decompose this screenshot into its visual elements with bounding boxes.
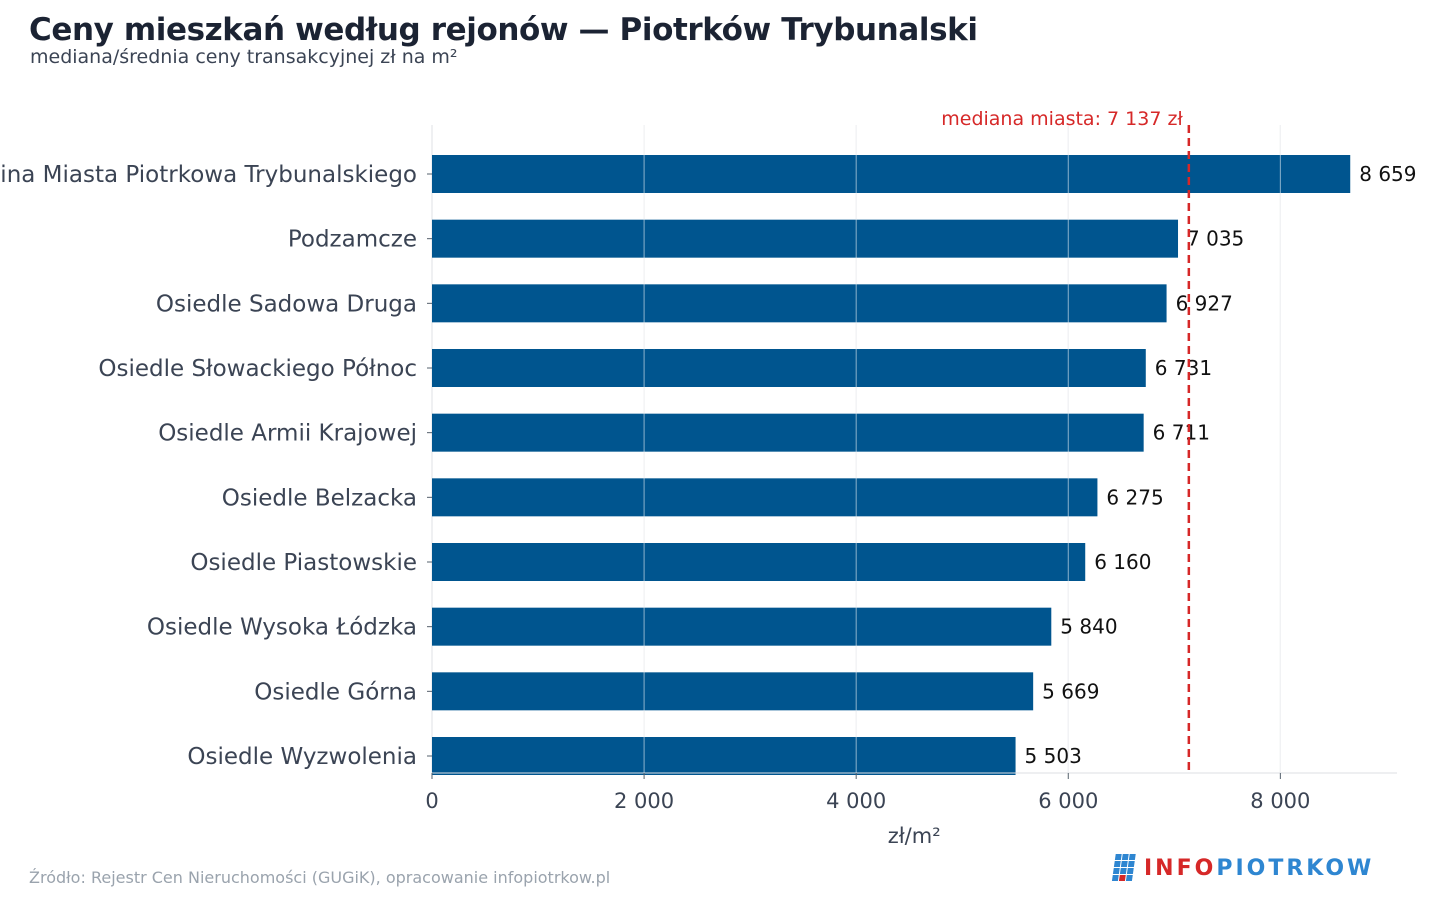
- value-label: 5 840: [1060, 615, 1117, 639]
- labels: Gmina Miasta Piotrkowa Trybunalskiego Pod…: [0, 162, 1417, 770]
- bar: [432, 349, 1146, 387]
- infopiotrkow-logo[interactable]: INFOPIOTRKOW: [1110, 852, 1374, 884]
- bar: [432, 219, 1179, 258]
- bar: [432, 607, 1052, 646]
- median-reference: mediana miasta: 7 137 zł: [941, 108, 1191, 773]
- bar: [432, 543, 1086, 581]
- bar: [432, 737, 1016, 775]
- bars: [432, 125, 1351, 775]
- axes: 0 2 000 4 000 6 000 8 000 zł/m²: [425, 173, 1397, 848]
- value-label: 7 035: [1187, 227, 1244, 251]
- source-note: Źródło: Rejestr Cen Nieruchomości (GUGiK…: [29, 868, 611, 887]
- category-label: Podzamcze: [288, 227, 417, 253]
- value-label: 6 711: [1153, 421, 1210, 445]
- logo-grid-icon: [1111, 854, 1136, 881]
- value-label: 6 927: [1176, 291, 1233, 315]
- value-label: 6 275: [1106, 485, 1163, 509]
- bar: [432, 155, 1351, 193]
- category-label: Gmina Miasta Piotrkowa Trybunalskiego: [0, 162, 417, 188]
- bar: [432, 478, 1098, 517]
- category-label: Osiedle Górna: [254, 679, 417, 705]
- category-label: Osiedle Wyzwolenia: [187, 744, 417, 770]
- bar: [432, 284, 1167, 323]
- value-label: 6 731: [1155, 356, 1212, 380]
- category-label: Osiedle Wysoka Łódzka: [147, 615, 417, 641]
- logo-text-info: INFO: [1144, 855, 1217, 881]
- value-label: 8 659: [1359, 162, 1416, 186]
- value-label: 5 669: [1042, 679, 1099, 703]
- category-label: Osiedle Sadowa Druga: [156, 291, 417, 317]
- chart-title: Ceny mieszkań według rejonów — Piotrków …: [29, 12, 978, 48]
- logo-text: INFOPIOTRKOW: [1144, 856, 1374, 881]
- x-tick-label: 2 000: [614, 789, 674, 813]
- category-label: Osiedle Słowackiego Północ: [98, 356, 417, 382]
- median-label: mediana miasta: 7 137 zł: [941, 108, 1183, 130]
- x-tick-label: 4 000: [826, 789, 886, 813]
- logo-text-piotrkow: PIOTRKOW: [1216, 855, 1375, 881]
- category-label: Osiedle Belzacka: [222, 485, 417, 511]
- bar: [432, 413, 1144, 452]
- x-tick-label: 6 000: [1038, 789, 1098, 813]
- chart-subtitle: mediana/średnia ceny transakcyjnej zł na…: [30, 46, 458, 68]
- value-label: 5 503: [1025, 744, 1082, 768]
- x-tick-label: 8 000: [1250, 789, 1310, 813]
- x-tick-label: 0: [425, 789, 438, 813]
- category-label: Osiedle Piastowskie: [190, 550, 417, 576]
- value-label: 6 160: [1094, 550, 1151, 574]
- bar: [432, 672, 1034, 711]
- x-axis-label: zł/m²: [888, 824, 941, 848]
- category-label: Osiedle Armii Krajowej: [158, 421, 417, 447]
